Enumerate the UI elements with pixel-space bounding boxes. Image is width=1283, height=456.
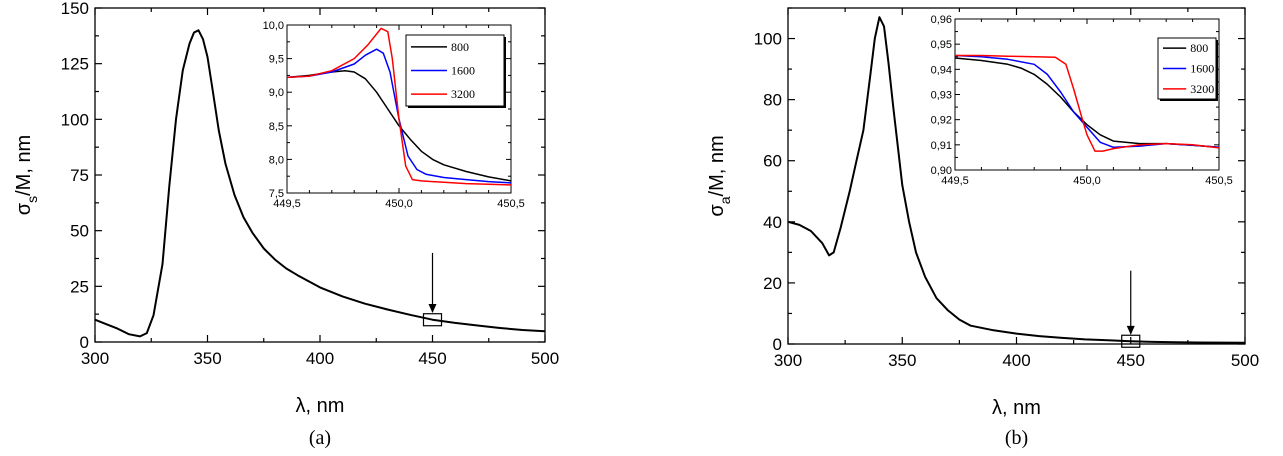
inset-x-tick-label: 449,5 (273, 198, 301, 210)
y-tick-label: 60 (763, 152, 782, 171)
y-axis-title-subscript: a (717, 196, 733, 204)
y-tick-label: 125 (61, 55, 89, 74)
y-tick-label: 40 (763, 213, 782, 232)
arrow-head (428, 304, 437, 314)
inset-x-tick-label: 449,5 (941, 175, 969, 187)
inset-legend-shadow (504, 37, 506, 108)
x-axis-title: λ, nm (296, 395, 345, 417)
main-series-line (787, 16, 1246, 344)
legend-label-3200: 3200 (1190, 82, 1214, 96)
x-tick-label: 500 (531, 349, 559, 368)
inset-series-line-1600 (286, 48, 512, 184)
y-tick-label: 0 (773, 335, 782, 354)
legend-label-1600: 1600 (451, 64, 475, 78)
x-tick-label: 450 (418, 349, 446, 368)
inset-y-tick-label: 9,5 (269, 54, 284, 66)
inset-y-tick-label: 0,90 (931, 165, 952, 177)
inset-series-line-800 (286, 69, 512, 182)
panel-label: (b) (1005, 427, 1028, 449)
x-tick-label: 450 (1117, 351, 1145, 370)
inset-y-tick-label: 0,96 (931, 14, 952, 26)
y-tick-label: 150 (61, 0, 89, 18)
y-tick-label: 75 (70, 166, 89, 185)
y-axis-title-symbol: σ (13, 202, 35, 215)
panel-b: 300 350 400 450 500 0 20 40 60 80 100 λ, nm σa/M, nm… (706, 7, 1259, 449)
arrow-head (1126, 325, 1135, 335)
y-axis-title-rest: /M, nm (13, 135, 35, 196)
marker-box (422, 313, 443, 327)
y-tick-label: 100 (61, 110, 89, 129)
y-axis-title-rest: /M, nm (706, 135, 728, 196)
inset-x-tick-label: 450,0 (385, 198, 413, 210)
panel-label: (a) (309, 427, 331, 449)
inset-y-tick-label: 0,94 (931, 64, 952, 76)
x-tick-label: 300 (774, 351, 802, 370)
x-tick-label: 400 (306, 349, 334, 368)
inset-series-line-3200 (286, 27, 512, 186)
legend-label-3200: 3200 (451, 87, 475, 101)
x-tick-label: 350 (193, 349, 221, 368)
inset-legend-shadow (1216, 40, 1218, 101)
y-tick-label: 0 (80, 333, 89, 352)
y-tick-label: 20 (763, 274, 782, 293)
x-tick-label: 300 (81, 349, 109, 368)
inset-y-tick-label: 0,95 (931, 39, 952, 51)
y-tick-label: 100 (754, 30, 782, 49)
inset-y-tick-label: 10,0 (263, 20, 284, 32)
x-tick-label: 400 (1002, 351, 1030, 370)
inset-y-tick-label: 8,5 (269, 121, 284, 133)
main-series-line (94, 29, 546, 338)
y-tick-label: 25 (70, 277, 89, 296)
inset-y-tick-label: 7,5 (269, 188, 284, 200)
inset-series-line-3200 (955, 54, 1220, 152)
legend-label-1600: 1600 (1190, 62, 1214, 76)
y-axis-title-subscript: s (24, 196, 40, 203)
inset-x-tick-label: 450,0 (1073, 175, 1101, 187)
y-axis-title: σs/M, nm (13, 135, 40, 215)
y-axis-title-symbol: σ (706, 204, 728, 217)
y-axis-title: σa/M, nm (706, 135, 733, 216)
inset-y-tick-label: 0,92 (931, 115, 952, 127)
inset-legend-shadow-bottom (1160, 99, 1218, 101)
inset-x-tick-label: 450,5 (1205, 175, 1233, 187)
inset-legend-shadow-bottom (408, 106, 506, 108)
inset-y-tick-label: 0,91 (931, 140, 952, 152)
inset-y-tick-label: 9,0 (269, 87, 284, 99)
y-tick-label: 50 (70, 222, 89, 241)
inset-y-tick-label: 8,0 (269, 154, 284, 166)
legend-label-800: 800 (451, 40, 469, 54)
panel-a: 300 350 400 450 500 0 25 50 75 100 125 150 λ, nm σs/M… (13, 0, 559, 449)
marker-box (1121, 334, 1141, 348)
inset-y-tick-label: 0,93 (931, 90, 952, 102)
x-tick-label: 350 (888, 351, 916, 370)
inset-x-tick-label: 450,5 (497, 198, 525, 210)
x-axis-title: λ, nm (992, 397, 1041, 419)
x-tick-label: 500 (1231, 351, 1259, 370)
legend-label-800: 800 (1190, 41, 1208, 55)
y-tick-label: 80 (763, 91, 782, 110)
